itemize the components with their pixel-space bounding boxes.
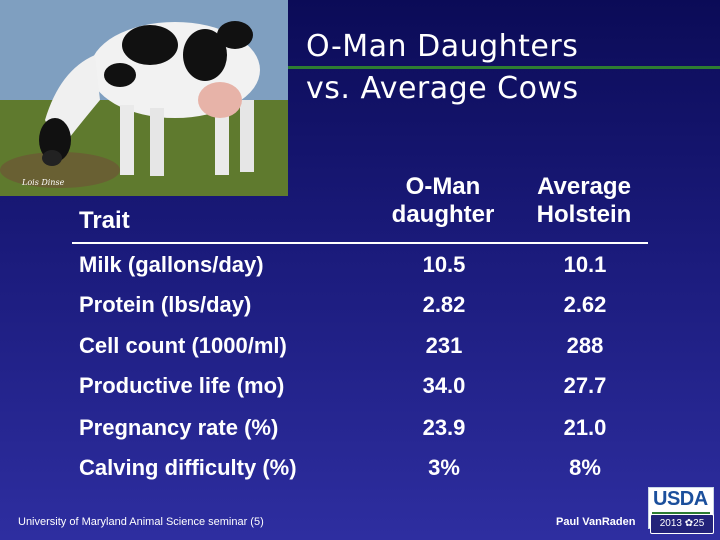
slide-title: O-Man Daughters vs. Average Cows — [306, 26, 710, 110]
footer-seminar: University of Maryland Animal Science se… — [18, 516, 264, 528]
cell-oman-cell-count: 231 — [425, 333, 463, 358]
header-divider — [72, 242, 648, 244]
title-underline — [288, 66, 720, 69]
row-label-cell-count: Cell count (1000/ml) — [79, 333, 287, 358]
photo-credit: Lois Dinse — [22, 178, 65, 187]
row-label-protein: Protein (lbs/day) — [79, 292, 252, 317]
cell-avg-productive-life: 27.7 — [563, 373, 607, 398]
cell-oman-pregnancy-rate: 23.9 — [422, 415, 466, 440]
cell-oman-protein: 2.82 — [422, 292, 466, 317]
usda-logo-text: USDA — [653, 488, 708, 510]
cell-avg-cell-count: 288 — [566, 333, 604, 358]
cell-avg-calving-difficulty: 8% — [569, 455, 601, 480]
cell-oman-calving-difficulty: 3% — [428, 455, 460, 480]
cow-photo: Lois Dinse — [0, 0, 288, 196]
usda-logo-stripe — [652, 512, 710, 515]
holstein-cow-illustration — [0, 0, 288, 196]
cell-oman-productive-life: 34.0 — [422, 373, 466, 398]
row-label-calving-difficulty: Calving difficulty (%) — [79, 455, 297, 480]
cell-avg-pregnancy-rate: 21.0 — [563, 415, 607, 440]
header-oman-line2: daughter — [391, 201, 495, 228]
cell-oman-milk: 10.5 — [422, 252, 466, 277]
header-oman-line1: O-Man — [405, 173, 481, 200]
cell-avg-protein: 2.62 — [563, 292, 607, 317]
footer-author: Paul VanRaden — [556, 516, 636, 528]
header-oman: O-Man daughter — [383, 173, 503, 229]
title-line-2: vs. Average Cows — [306, 71, 579, 106]
title-line-1: O-Man Daughters — [306, 29, 579, 64]
anniversary-badge: 2013 ✿25 — [650, 514, 714, 534]
row-label-productive-life: Productive life (mo) — [79, 373, 285, 398]
header-average: Average Holstein — [524, 173, 644, 229]
row-label-pregnancy-rate: Pregnancy rate (%) — [79, 415, 279, 440]
header-trait: Trait — [79, 207, 130, 234]
header-avg-line1: Average — [537, 173, 631, 200]
cell-avg-milk: 10.1 — [563, 252, 607, 277]
header-avg-line2: Holstein — [536, 201, 632, 228]
row-label-milk: Milk (gallons/day) — [79, 252, 264, 277]
